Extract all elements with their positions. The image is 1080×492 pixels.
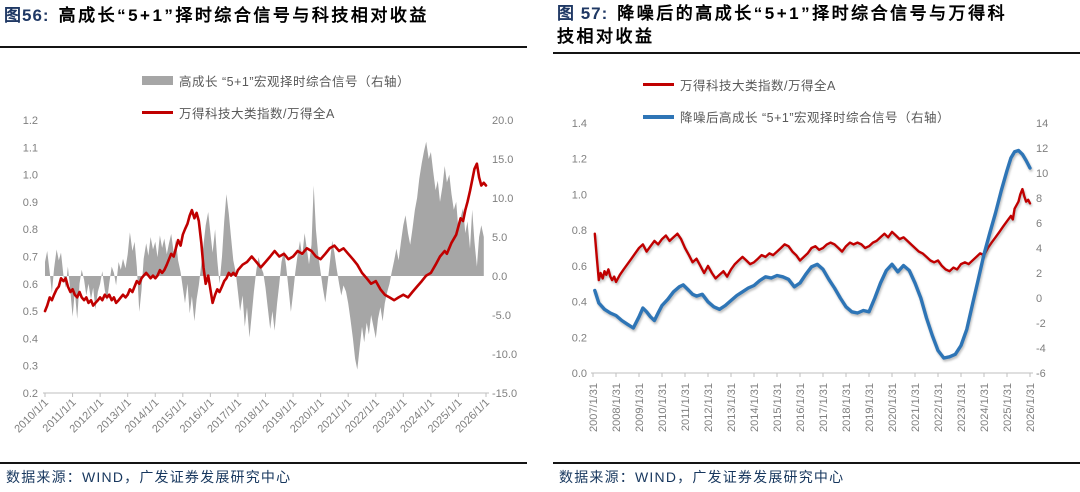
y-left-tick-label: 1.1 (23, 142, 38, 154)
fig57-legend: 万得科技大类指数/万得全A 降噪后高成长 “5+1”宏观择时综合信号（右轴） (643, 72, 950, 129)
legend-label: 降噪后高成长 “5+1”宏观择时综合信号（右轴） (680, 111, 951, 125)
y-right-tick-label: 10 (1036, 168, 1048, 180)
y-right-tick-label: 10.0 (492, 193, 513, 205)
legend-item-denoised-signal: 降噪后高成长 “5+1”宏观择时综合信号（右轴） (643, 104, 950, 129)
title-divider (553, 52, 1080, 54)
y-right-tick-label: 15.0 (492, 154, 513, 166)
y-right-tick-label: 6 (1036, 218, 1042, 230)
y-left-tick-label: 0.2 (572, 332, 587, 344)
y-right-tick-label: 20.0 (492, 115, 513, 127)
y-left-tick-label: 1.0 (23, 170, 38, 182)
x-tick-label: 2014/1/31 (749, 383, 761, 432)
x-tick-label: 2009/1/31 (634, 383, 646, 432)
x-tick-label: 2017/1/31 (818, 383, 830, 432)
legend-item-ratio: 万得科技大类指数/万得全A (643, 72, 950, 97)
area-series (45, 141, 484, 370)
x-tick-label: 2013/1/31 (726, 383, 738, 432)
fig57-title-text: 降噪后的高成长“5+1”择时综合信号与万得科技相对收益 (557, 4, 1008, 46)
panel-fig56: 图56: 高成长“5+1”择时综合信号与科技相对收益 高成长 “5+1”宏观择时综… (0, 0, 527, 492)
y-right-tick-label: 2 (1036, 268, 1042, 280)
legend-label: 万得科技大类指数/万得全A (680, 79, 836, 93)
x-tick-label: 2020/1/31 (887, 383, 899, 432)
y-left-tick-label: 0.4 (23, 333, 38, 345)
x-tick-label: 2026/1/31 (1025, 383, 1037, 432)
x-tick-label: 2010/1/31 (657, 383, 669, 432)
y-right-tick-label: -6 (1036, 368, 1046, 380)
title-divider (0, 46, 527, 48)
panel-fig57: 图 57: 降噪后的高成长“5+1”择时综合信号与万得科技相对收益 万得科技大类指… (553, 0, 1080, 492)
y-right-tick-label: 5.0 (492, 232, 507, 244)
x-tick-label: 2019/1/31 (864, 383, 876, 432)
y-right-tick-label: 14 (1036, 118, 1048, 130)
y-left-tick-label: 0.8 (23, 224, 38, 236)
gray-bar-swatch-icon (142, 76, 173, 85)
fig57-title: 图 57: 降噪后的高成长“5+1”择时综合信号与万得科技相对收益 (557, 2, 1009, 48)
y-left-tick-label: 1.2 (572, 154, 587, 166)
legend-label: 高成长 “5+1”宏观择时综合信号（右轴） (179, 75, 411, 89)
y-right-tick-label: -5.0 (492, 310, 511, 322)
x-tick-label: 2016/1/31 (795, 383, 807, 432)
x-tick-label: 2022/1/31 (933, 383, 945, 432)
x-tick-label: 2018/1/31 (841, 383, 853, 432)
y-left-tick-label: 1.0 (572, 189, 587, 201)
y-right-tick-label: 12 (1036, 143, 1048, 155)
y-right-tick-label: -2 (1036, 318, 1046, 330)
y-right-tick-label: -10.0 (492, 349, 517, 361)
y-left-tick-label: 0.6 (23, 279, 38, 291)
fig56-chart: 2010/1/12011/1/12012/1/12013/1/12014/1/1… (12, 115, 517, 435)
red-line-swatch-icon (142, 111, 173, 114)
x-tick-label: 2025/1/31 (1002, 383, 1014, 432)
fig56-legend: 高成长 “5+1”宏观择时综合信号（右轴） 万得科技大类指数/万得全A (142, 68, 410, 125)
fig56-number-label: 图56: (4, 6, 50, 25)
x-tick-label: 2007/1/31 (588, 383, 600, 432)
y-right-tick-label: 0.0 (492, 271, 507, 283)
x-tick-label: 2021/1/31 (910, 383, 922, 432)
y-left-tick-label: 0.2 (23, 388, 38, 400)
y-left-tick-label: 0.3 (23, 361, 38, 373)
x-tick-label: 2011/1/31 (680, 383, 692, 431)
blue-line-swatch-icon (643, 114, 674, 119)
x-tick-label: 2012/1/31 (703, 383, 715, 432)
source-divider (553, 462, 1080, 464)
line-series (593, 148, 1032, 360)
fig56-title-text: 高成长“5+1”择时综合信号与科技相对收益 (58, 6, 429, 25)
fig57-chart: 2007/1/31 2008/1/31 2009/1/31 2010/1/31 2011… (572, 118, 1049, 432)
legend-item-signal: 高成长 “5+1”宏观择时综合信号（右轴） (142, 68, 410, 93)
y-left-tick-label: 1.2 (23, 115, 38, 127)
x-tick-label: 2023/1/31 (956, 383, 968, 432)
fig57-number-label: 图 57: (557, 4, 609, 23)
y-left-tick-label: 1.4 (572, 118, 587, 130)
y-right-tick-label: 8 (1036, 193, 1042, 205)
y-left-tick-label: 0.0 (572, 368, 587, 380)
line-series (593, 187, 1032, 284)
x-tick-label: 2008/1/31 (611, 383, 623, 432)
y-left-tick-label: 0.4 (572, 297, 587, 309)
y-right-tick-label: 0 (1036, 293, 1042, 305)
x-tick-label: 2024/1/31 (979, 383, 991, 432)
fig57-source: 数据来源：WIND，广发证券发展研究中心 (559, 469, 845, 485)
y-right-tick-label: 4 (1036, 243, 1042, 255)
y-left-tick-label: 0.9 (23, 197, 38, 209)
fig56-title: 图56: 高成长“5+1”择时综合信号与科技相对收益 (4, 4, 520, 27)
x-tick-label: 2015/1/31 (772, 383, 784, 432)
y-left-tick-label: 0.5 (23, 306, 38, 318)
y-right-tick-label: -15.0 (492, 388, 517, 400)
legend-item-ratio: 万得科技大类指数/万得全A (142, 100, 410, 125)
legend-label: 万得科技大类指数/万得全A (179, 107, 335, 121)
source-divider (0, 462, 527, 464)
y-left-tick-label: 0.6 (572, 261, 587, 273)
y-left-tick-label: 0.8 (572, 225, 587, 237)
y-right-tick-label: -4 (1036, 343, 1046, 355)
y-left-tick-label: 0.7 (23, 252, 38, 264)
red-line-swatch-icon (643, 83, 674, 86)
line-series (43, 162, 488, 313)
fig56-source: 数据来源：WIND，广发证券发展研究中心 (6, 469, 292, 485)
